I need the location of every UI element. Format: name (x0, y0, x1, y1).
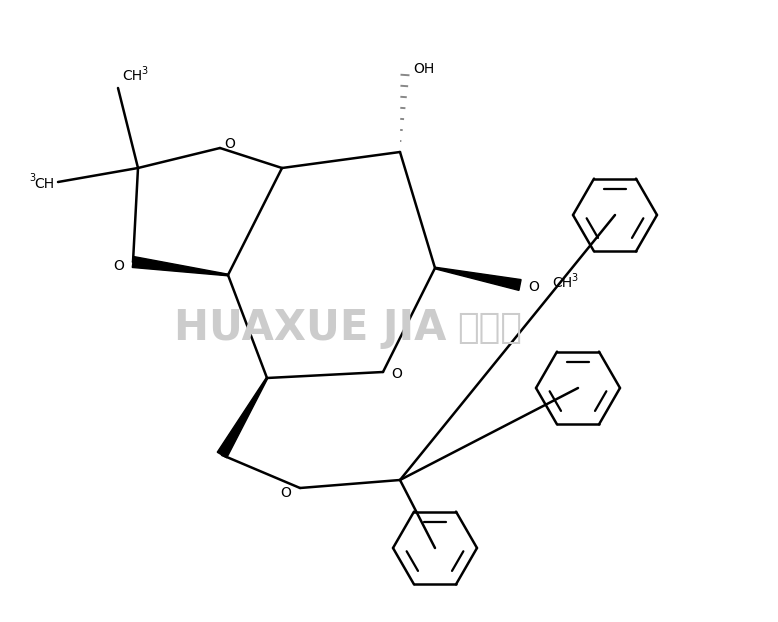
Text: CH: CH (552, 276, 572, 290)
Text: O: O (225, 137, 236, 151)
Text: 化学加: 化学加 (457, 311, 523, 345)
Text: CH: CH (122, 69, 142, 83)
Text: CH: CH (34, 177, 54, 191)
Text: 3: 3 (29, 173, 35, 183)
Text: 3: 3 (141, 66, 147, 76)
Polygon shape (217, 378, 268, 458)
Text: O: O (528, 280, 539, 294)
Text: O: O (281, 486, 292, 500)
Text: 3: 3 (571, 273, 577, 283)
Text: O: O (114, 259, 124, 273)
Polygon shape (132, 256, 228, 276)
Text: OH: OH (413, 62, 434, 76)
Text: HUAXUE JIA: HUAXUE JIA (173, 307, 447, 349)
Polygon shape (435, 267, 521, 290)
Text: O: O (391, 367, 402, 381)
